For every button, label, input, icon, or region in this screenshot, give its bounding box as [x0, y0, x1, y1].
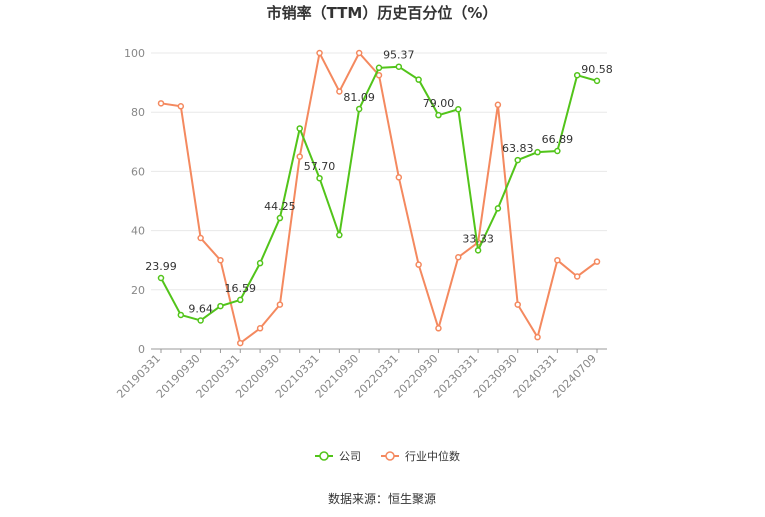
- point: [276, 214, 284, 222]
- y-tick-label: 100: [124, 47, 145, 60]
- value-label: 81.09: [343, 91, 375, 104]
- chart-title: 市销率（TTM）历史百分位（%）: [267, 4, 498, 22]
- point: [296, 153, 303, 160]
- value-label: 66.89: [542, 133, 574, 146]
- point: [197, 317, 204, 324]
- value-label: 16.59: [225, 282, 257, 295]
- legend-label: 行业中位数: [405, 449, 460, 463]
- value-label: 33.33: [462, 232, 494, 245]
- point: [197, 234, 204, 242]
- value-label: 44.25: [264, 200, 296, 213]
- y-tick-label: 0: [138, 343, 145, 356]
- point: [256, 259, 264, 267]
- point: [554, 256, 561, 264]
- point: [177, 311, 185, 319]
- point: [395, 63, 403, 70]
- source: 数据来源：恒生聚源: [328, 491, 436, 506]
- point: [474, 247, 482, 254]
- point: [435, 325, 442, 332]
- value-label: 57.70: [304, 160, 336, 173]
- value-label: 90.58: [581, 63, 613, 76]
- series-line: [160, 49, 598, 345]
- value-label: 79.00: [423, 97, 455, 110]
- point: [593, 77, 601, 85]
- point: [554, 147, 561, 155]
- legend-marker: [385, 451, 395, 461]
- legend-marker: [319, 451, 329, 461]
- point: [514, 301, 521, 308]
- point: [415, 76, 422, 83]
- point: [256, 325, 264, 332]
- point: [593, 258, 601, 265]
- point: [296, 125, 303, 132]
- point: [375, 64, 383, 72]
- point: [237, 296, 244, 304]
- point: [534, 333, 541, 341]
- point: [455, 105, 462, 113]
- point: [237, 339, 244, 347]
- value-label: 63.83: [502, 142, 534, 155]
- y-tick-label: 20: [131, 284, 145, 297]
- y-tick-label: 40: [131, 225, 145, 238]
- point: [573, 71, 581, 79]
- point: [573, 273, 581, 280]
- point: [494, 205, 502, 212]
- point: [217, 256, 224, 264]
- value-label: 9.64: [188, 302, 213, 315]
- value-label: 23.99: [145, 260, 177, 273]
- point: [415, 261, 422, 268]
- point: [514, 156, 521, 164]
- point: [455, 253, 462, 261]
- point: [336, 88, 343, 95]
- point: [355, 49, 363, 57]
- point: [435, 111, 442, 119]
- point: [395, 174, 403, 181]
- value-label: 95.37: [383, 49, 415, 62]
- y-tick-label: 80: [131, 106, 145, 119]
- point: [534, 148, 541, 156]
- point: [157, 274, 165, 282]
- point: [217, 302, 224, 310]
- point: [355, 105, 363, 113]
- point: [316, 49, 323, 57]
- point: [276, 301, 284, 308]
- point: [177, 103, 185, 110]
- point: [157, 100, 165, 107]
- y-tick-label: 60: [131, 165, 145, 178]
- point: [494, 101, 502, 109]
- legend-label: 公司: [339, 450, 361, 463]
- point: [316, 174, 323, 182]
- x-tick-label: 20240709: [550, 352, 599, 401]
- point: [336, 231, 343, 239]
